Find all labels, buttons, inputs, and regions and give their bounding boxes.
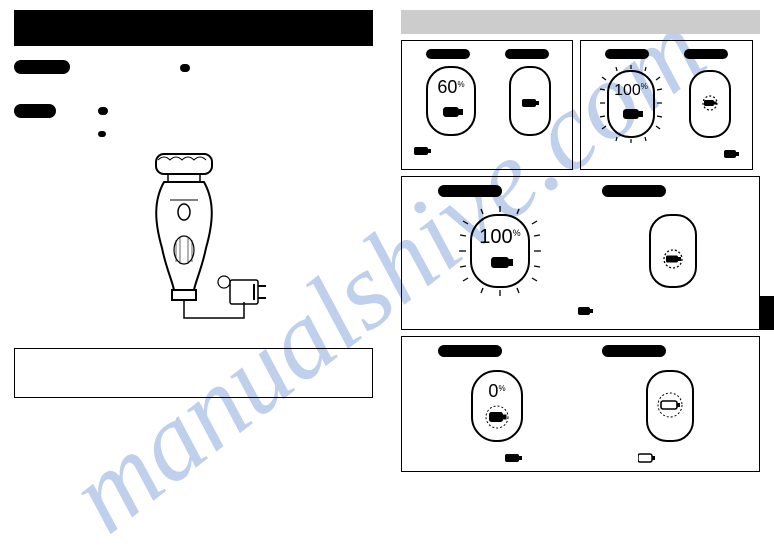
lcd-panel-charging: 60%: [401, 40, 573, 170]
model-bar: [602, 345, 666, 357]
battery-low-icon: [638, 453, 656, 463]
lcd-value: 60%: [437, 77, 464, 97]
left-section-header: [14, 10, 373, 46]
callout-dot-3: [98, 131, 106, 137]
lcd-panel-complete: 100%: [401, 176, 760, 330]
lcd-small-icon: [684, 63, 736, 145]
lcd-value: 100%: [614, 82, 648, 99]
battery-icon: [414, 146, 432, 156]
lcd-value: 0%: [489, 381, 506, 401]
model-bar: [602, 185, 666, 197]
callout-dot-2: [98, 107, 108, 115]
lcd-panel-low: 0%: [401, 336, 760, 472]
lcd-small-icon: [640, 203, 706, 299]
lcd-big-icon: 60%: [421, 63, 481, 139]
note-box: [14, 348, 373, 398]
model-bar: [426, 49, 470, 59]
lcd-value: 100%: [480, 226, 521, 248]
lcd-small-icon: [506, 63, 554, 139]
model-bar: [505, 49, 549, 59]
plug-icon: [724, 149, 740, 159]
model-bar: [605, 49, 649, 59]
shaver-illustration: [94, 150, 294, 340]
subhead-bar-1: [14, 60, 70, 74]
right-section-header: [401, 10, 760, 34]
lcd-panel-full: 100%: [580, 40, 752, 170]
right-column: 60%: [387, 0, 774, 544]
lcd-big-icon: 0%: [460, 363, 534, 449]
subhead-bar-2: [14, 104, 56, 118]
lcd-big-icon: 100%: [598, 63, 664, 145]
page-container: 60%: [0, 0, 774, 544]
battery-icon: [505, 453, 523, 463]
model-bar: [438, 185, 502, 197]
lcd-big-icon: 100%: [455, 203, 545, 299]
model-bar: [684, 49, 728, 59]
plug-icon: [578, 306, 594, 316]
left-column: [0, 0, 387, 544]
model-bar: [438, 345, 502, 357]
lcd-small-icon: [639, 363, 701, 449]
callout-dot-1: [180, 64, 190, 72]
